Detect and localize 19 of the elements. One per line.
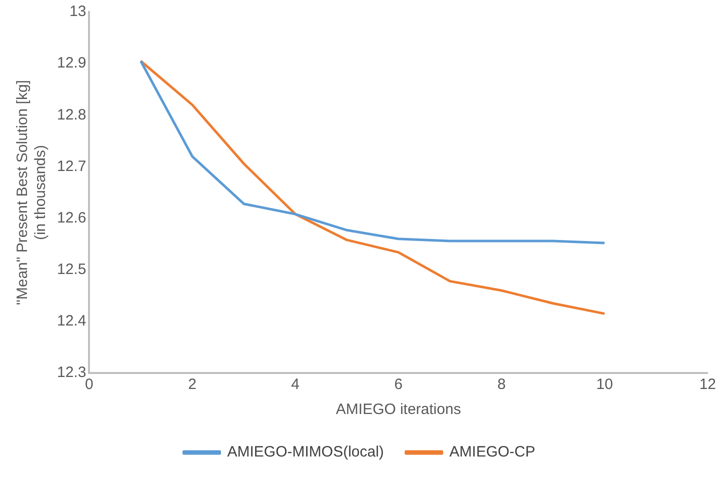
- legend-label: AMIEGO-CP: [449, 444, 536, 461]
- x-tick-label: 8: [497, 376, 506, 394]
- y-tick-label: 12.9: [56, 54, 86, 72]
- x-tick-label: 10: [596, 376, 613, 394]
- y-axis-title: "Mean" Present Best Solution [kg] (in thousands): [14, 80, 50, 305]
- legend-label: AMIEGO-MIMOS(local): [227, 444, 384, 461]
- y-tick-label: 12.6: [56, 209, 86, 226]
- x-axis-title: AMIEGO iterations: [336, 401, 461, 418]
- y-tick-label: 12.4: [56, 312, 86, 330]
- y-tick-label: 12.5: [56, 261, 86, 278]
- x-tick-label: 0: [85, 376, 94, 394]
- x-tick-label: 4: [291, 376, 300, 394]
- y-tick-label: 12.7: [56, 158, 86, 175]
- y-tick-label: 12.8: [56, 106, 86, 124]
- x-tick-label: 12: [699, 376, 716, 394]
- x-tick-label: 6: [394, 376, 403, 394]
- y-tick-label: 12.3: [56, 364, 86, 382]
- x-tick-label: 2: [188, 376, 196, 394]
- y-tick-label: 13: [70, 3, 86, 20]
